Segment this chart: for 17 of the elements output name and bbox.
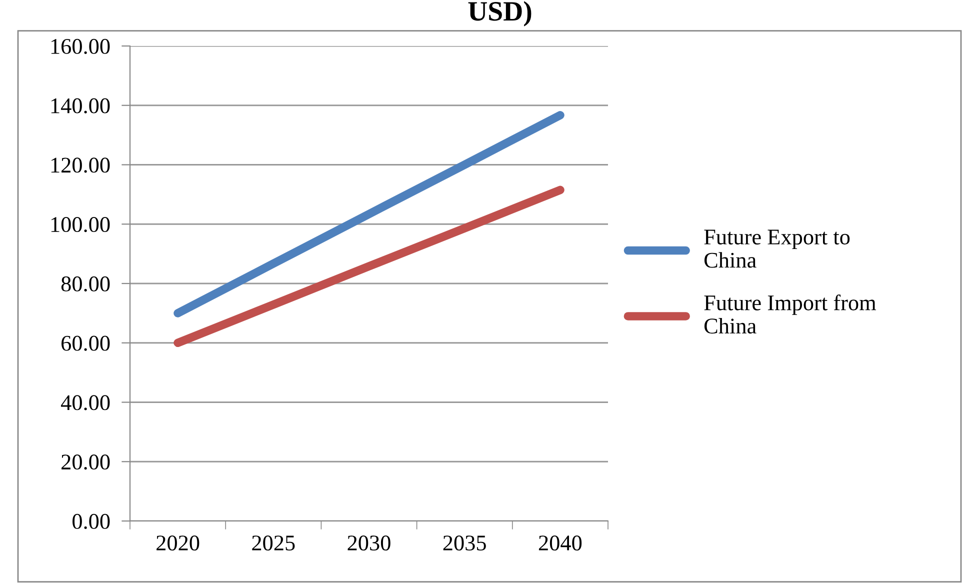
y-tick-label: 0.00	[72, 514, 110, 530]
legend-label: Future Export to China	[704, 230, 850, 268]
y-tick-label: 80.00	[61, 276, 110, 292]
y-tick-label: 140.00	[51, 98, 110, 114]
y-tick-label: 160.00	[51, 38, 110, 54]
y-tick-label: 60.00	[62, 336, 110, 351]
x-tick-label: 2025	[252, 536, 295, 551]
x-tick-label: 2030	[348, 536, 390, 551]
y-tick-label: 100.00	[51, 217, 110, 232]
y-tick-label: 20.00	[62, 454, 110, 470]
y-tick-label: 40.00	[60, 395, 110, 410]
y-tick-label: 120.00	[51, 158, 110, 173]
x-tick-label: 2035	[443, 536, 486, 551]
legend-label: Future Import from China	[704, 294, 876, 334]
chart-title: USD)	[468, 1, 532, 26]
x-tick-label: 2020	[156, 536, 200, 551]
x-tick-label: 2040	[538, 536, 582, 551]
